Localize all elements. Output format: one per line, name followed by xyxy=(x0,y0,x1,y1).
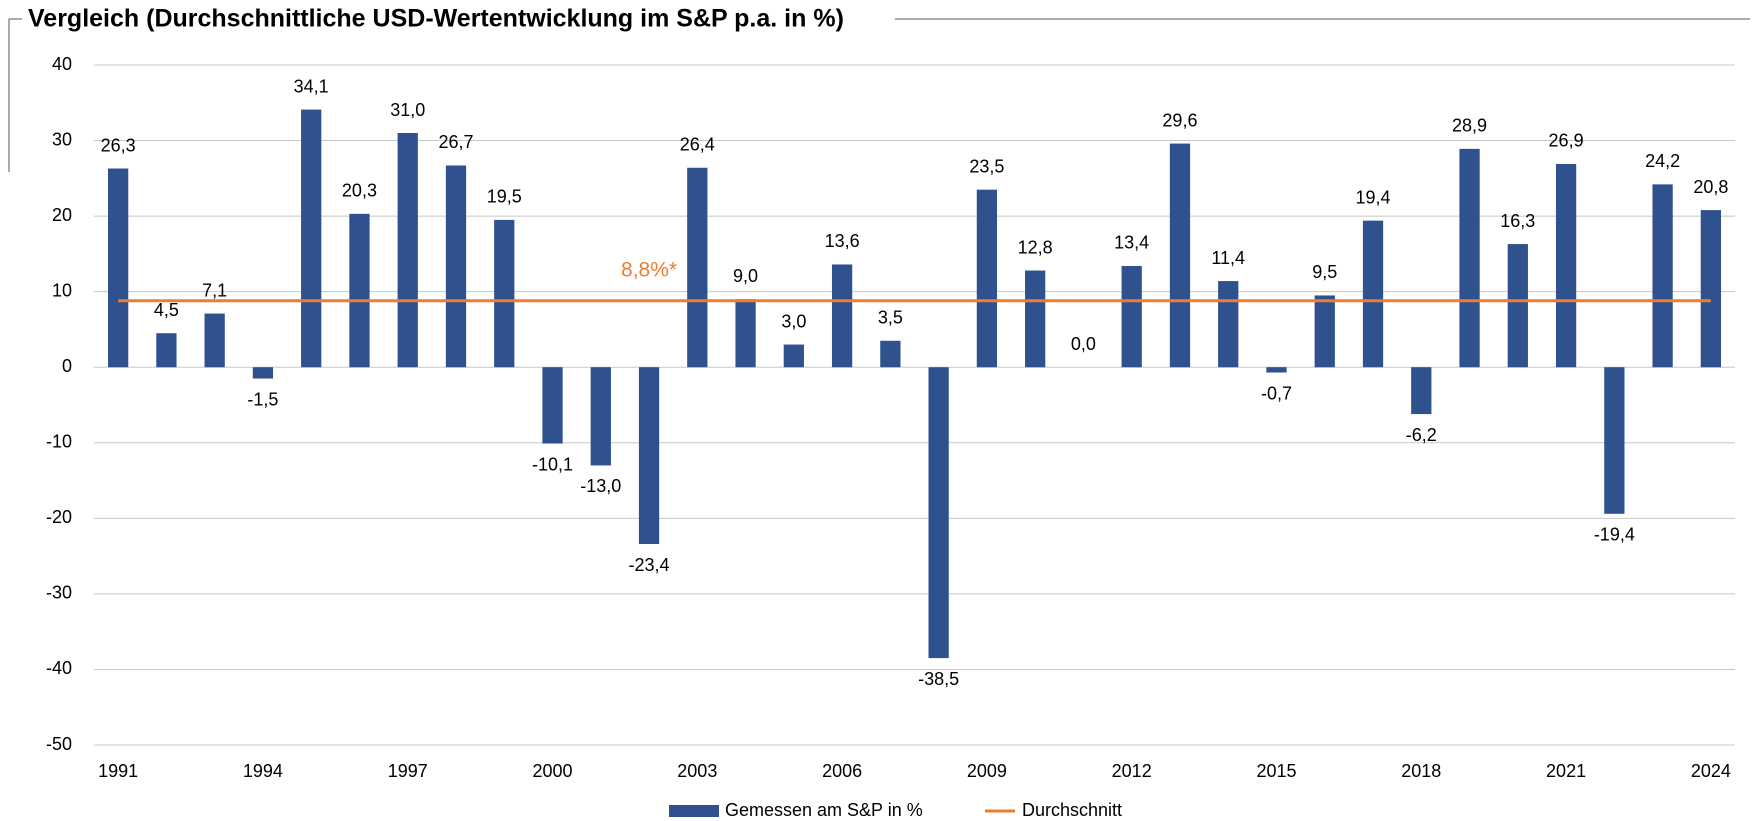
y-tick-label: -10 xyxy=(46,432,72,452)
bar xyxy=(1025,270,1046,368)
bar xyxy=(1555,163,1577,368)
x-tick-label: 2000 xyxy=(532,761,572,781)
data-label: 24,2 xyxy=(1645,151,1680,171)
bar xyxy=(349,213,370,368)
legend-label: Durchschnitt xyxy=(1022,800,1122,820)
data-label: 13,6 xyxy=(825,231,860,251)
y-tick-label: -50 xyxy=(46,734,72,754)
bar xyxy=(1652,184,1673,368)
data-label: 28,9 xyxy=(1452,116,1487,136)
data-label: -0,7 xyxy=(1261,383,1292,403)
bar xyxy=(1604,367,1625,514)
data-label: -1,5 xyxy=(247,389,278,409)
data-label: 16,3 xyxy=(1500,211,1535,231)
x-tick-label: 1991 xyxy=(98,761,138,781)
data-label: 3,5 xyxy=(878,308,903,328)
chart-title: Vergleich (Durchschnittliche USD-Wertent… xyxy=(28,5,844,33)
bar xyxy=(397,133,418,368)
x-tick-label: 2018 xyxy=(1401,761,1441,781)
bar xyxy=(107,168,129,368)
data-label: 26,4 xyxy=(680,135,715,155)
y-tick-label: 20 xyxy=(52,205,72,225)
bar xyxy=(1169,143,1191,368)
y-tick-label: 30 xyxy=(52,129,72,149)
data-label: 9,0 xyxy=(733,266,758,286)
bar xyxy=(542,367,563,444)
y-tick-label: 40 xyxy=(52,54,72,74)
bar xyxy=(590,367,611,466)
bar xyxy=(1362,220,1384,368)
bar xyxy=(1507,244,1528,368)
data-label: 26,7 xyxy=(438,132,473,152)
data-label: -38,5 xyxy=(918,669,959,689)
bar xyxy=(1218,281,1239,368)
x-tick-label: 2006 xyxy=(822,761,862,781)
legend-label: Gemessen am S&P in % xyxy=(725,800,923,820)
data-label: 23,5 xyxy=(969,156,1004,176)
x-tick-label: 2012 xyxy=(1112,761,1152,781)
y-tick-label: -20 xyxy=(46,507,72,527)
data-label: -10,1 xyxy=(532,454,573,474)
bar xyxy=(831,264,853,368)
bar xyxy=(494,219,515,368)
bar xyxy=(1121,265,1142,368)
x-tick-label: 2003 xyxy=(677,761,717,781)
data-label: 20,3 xyxy=(342,181,377,201)
data-label: 31,0 xyxy=(390,100,425,120)
data-label: 4,5 xyxy=(154,300,179,320)
data-label: 3,0 xyxy=(781,311,806,331)
y-tick-label: -30 xyxy=(46,583,72,603)
bar xyxy=(687,167,708,368)
x-tick-label: 2009 xyxy=(967,761,1007,781)
bar xyxy=(1700,210,1722,368)
bar xyxy=(783,344,804,368)
data-label: 19,4 xyxy=(1355,187,1390,207)
bar xyxy=(1266,367,1287,373)
average-label: 8,8%* xyxy=(621,258,677,281)
bar xyxy=(1411,367,1432,415)
data-label: 7,1 xyxy=(202,280,227,300)
y-tick-label: -40 xyxy=(46,658,72,678)
bar xyxy=(204,313,225,368)
data-label: 13,4 xyxy=(1114,233,1149,253)
bar xyxy=(880,340,901,368)
x-tick-label: 1997 xyxy=(388,761,428,781)
bar xyxy=(1459,148,1480,368)
data-label: 11,4 xyxy=(1211,248,1245,268)
x-tick-label: 2015 xyxy=(1256,761,1296,781)
x-tick-label: 2024 xyxy=(1691,761,1731,781)
bar xyxy=(1314,295,1335,368)
data-label: 20,8 xyxy=(1693,177,1728,197)
y-tick-label: 0 xyxy=(62,356,72,376)
data-label: 34,1 xyxy=(294,76,329,96)
data-label: 19,5 xyxy=(487,187,522,207)
bar xyxy=(735,299,756,368)
bar xyxy=(638,367,660,545)
data-label: -19,4 xyxy=(1594,525,1635,545)
bar xyxy=(928,367,949,659)
x-tick-label: 1994 xyxy=(243,761,283,781)
bar xyxy=(252,367,274,379)
data-label: 26,3 xyxy=(101,135,136,155)
data-label: -13,0 xyxy=(580,476,621,496)
data-label: 26,9 xyxy=(1549,131,1584,151)
data-label: 9,5 xyxy=(1312,262,1337,282)
data-label: -23,4 xyxy=(629,555,670,575)
data-label: 12,8 xyxy=(1018,237,1053,257)
bar xyxy=(156,333,177,368)
x-tick-label: 2021 xyxy=(1546,761,1586,781)
bar xyxy=(301,109,322,368)
y-tick-label: 10 xyxy=(52,280,72,300)
data-label: 0,0 xyxy=(1071,334,1096,354)
legend-swatch xyxy=(669,805,719,817)
bar xyxy=(445,165,467,368)
data-label: -6,2 xyxy=(1406,425,1437,445)
bar xyxy=(976,189,998,368)
data-label: 29,6 xyxy=(1162,110,1197,130)
